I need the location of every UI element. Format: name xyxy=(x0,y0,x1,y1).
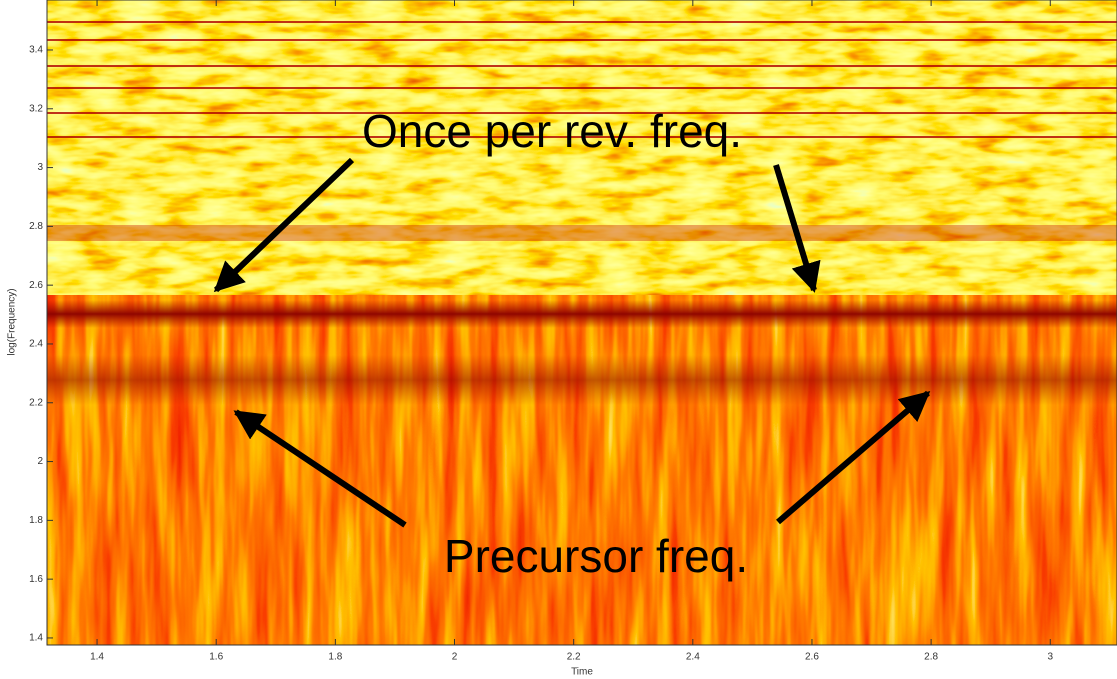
arrows xyxy=(213,157,931,528)
x-tick-label: 1.6 xyxy=(209,652,223,663)
y-tick-label: 1.8 xyxy=(29,515,43,526)
y-tick-label: 2.8 xyxy=(29,221,43,232)
plot-frame xyxy=(46,0,1117,646)
y-tick-label: 3.4 xyxy=(29,45,43,56)
y-axis-label: log(Frequency) xyxy=(7,288,18,355)
y-tick-label: 2.6 xyxy=(29,280,43,291)
axes: 1.4 1.6 1.8 2 2.2 2.4 2.6 2.8 3 1.4 1.6 1.8 2 2.2 2.4 2… xyxy=(29,0,1053,663)
x-tick-label: 2 xyxy=(452,652,458,663)
x-tick-label: 3 xyxy=(1047,652,1053,663)
spectrogram-image xyxy=(47,0,1117,645)
y-tick-label: 1.4 xyxy=(29,633,43,644)
y-tick-label: 2.2 xyxy=(29,397,43,408)
x-tick-label: 1.4 xyxy=(90,652,104,663)
y-tick-label: 3 xyxy=(37,162,43,173)
y-tick-label: 3.2 xyxy=(29,103,43,114)
y-tick-label: 2.4 xyxy=(29,339,43,350)
x-tick-label: 2.6 xyxy=(805,652,819,663)
x-tick-label: 2.8 xyxy=(924,652,938,663)
annotation: Precursor freq. xyxy=(444,530,748,582)
x-tick-label: 2.4 xyxy=(686,652,700,663)
annotation: Once per rev. freq. xyxy=(362,105,742,157)
y-tick-label: 2 xyxy=(37,456,43,467)
x-tick-label: 1.8 xyxy=(328,652,342,663)
y-tick-label: 1.6 xyxy=(29,574,43,585)
x-axis-label: Time xyxy=(571,667,593,678)
x-tick-label: 2.2 xyxy=(567,652,581,663)
